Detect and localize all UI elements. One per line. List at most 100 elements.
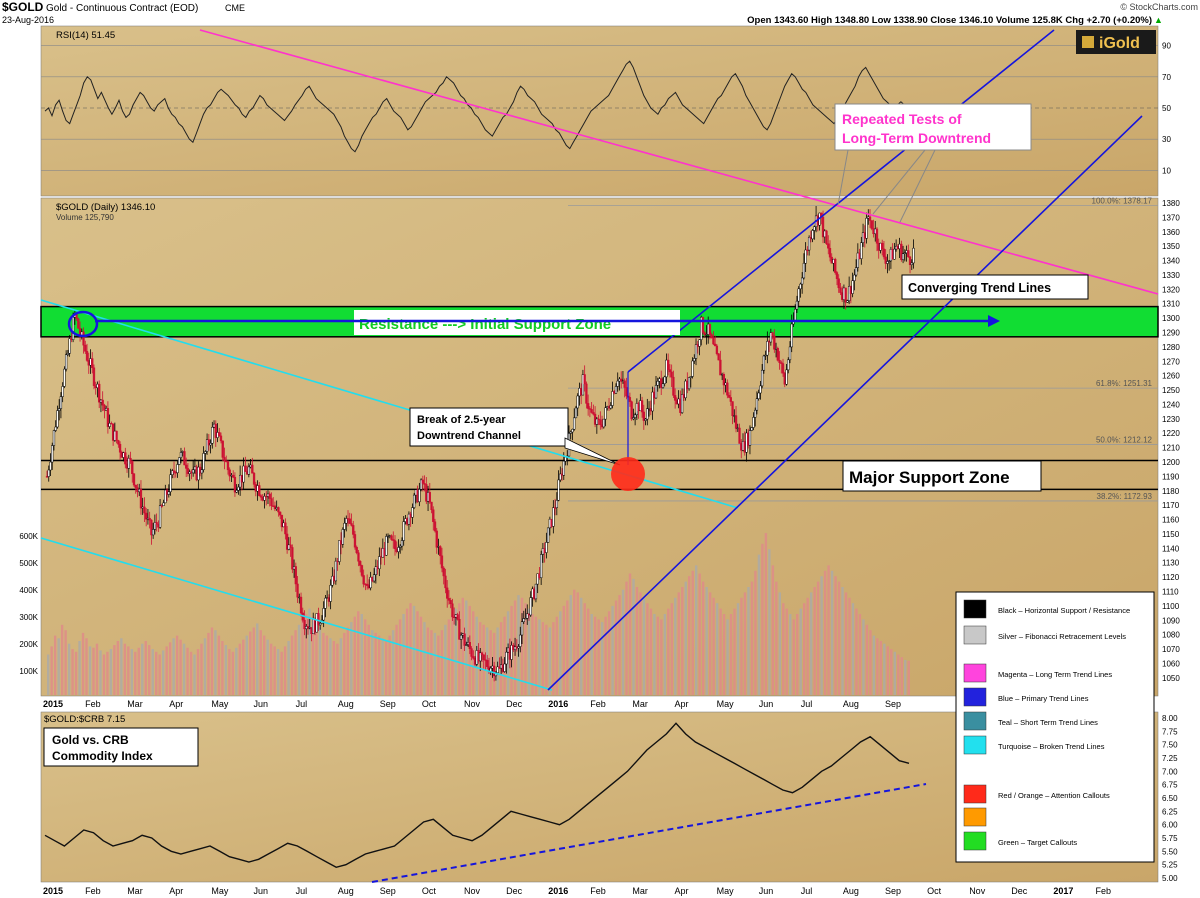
candle-body bbox=[59, 396, 63, 409]
candle-body bbox=[446, 587, 449, 599]
volume-bar bbox=[715, 603, 719, 695]
candle-body bbox=[247, 466, 250, 475]
candle-body bbox=[734, 415, 738, 429]
volume-bar bbox=[318, 627, 322, 695]
candle-body bbox=[625, 387, 628, 397]
volume-bar bbox=[405, 608, 409, 695]
volume-bar bbox=[287, 641, 290, 695]
candle-body bbox=[722, 374, 726, 386]
x-axis-bottom: 2015 Feb Mar Apr May Jun Jul Aug Sep Oct Nov Dec 201… bbox=[43, 886, 1111, 896]
candle-body bbox=[390, 535, 393, 540]
volume-bar bbox=[235, 647, 238, 695]
candle-body bbox=[870, 220, 873, 229]
volume-bar bbox=[883, 643, 886, 695]
candle-body bbox=[689, 376, 692, 378]
volume-bar bbox=[733, 608, 736, 695]
candle-body bbox=[456, 614, 459, 620]
candle-body bbox=[893, 248, 896, 260]
volume-bar bbox=[116, 641, 120, 695]
x-tick-top: May bbox=[717, 699, 735, 709]
candle-body bbox=[207, 439, 210, 446]
candle-body bbox=[158, 505, 162, 528]
volume-bar bbox=[465, 600, 468, 695]
volume-bar bbox=[496, 627, 499, 695]
volume-bar bbox=[371, 630, 374, 695]
x-tick-top: Apr bbox=[675, 699, 689, 709]
candle-body bbox=[623, 380, 626, 388]
volume-bar bbox=[830, 570, 834, 695]
candle-body bbox=[534, 583, 538, 600]
candle-body bbox=[51, 445, 54, 463]
candle-body bbox=[440, 555, 444, 569]
candle-body bbox=[428, 492, 431, 503]
candle-body bbox=[846, 300, 849, 303]
volume-label: Volume 125,790 bbox=[56, 213, 114, 222]
volume-bar bbox=[53, 635, 57, 695]
candle-body bbox=[851, 280, 854, 294]
change-arrow-icon: ▲ bbox=[1154, 15, 1163, 25]
volume-bar bbox=[538, 619, 541, 695]
legend-swatch bbox=[963, 663, 987, 683]
volume-bar bbox=[803, 603, 806, 695]
volume-bar bbox=[674, 597, 677, 695]
volume-bar bbox=[621, 589, 625, 695]
volume-bar bbox=[245, 635, 248, 695]
volume-bar bbox=[64, 630, 67, 695]
candle-body bbox=[338, 540, 341, 562]
x-tick-top: Feb bbox=[590, 699, 606, 709]
candle-body bbox=[366, 583, 369, 586]
candle-body bbox=[296, 583, 299, 598]
candle-body bbox=[557, 479, 560, 501]
candle-body bbox=[277, 507, 280, 513]
candle-body bbox=[178, 457, 181, 465]
candle-body bbox=[294, 566, 297, 585]
volume-bar bbox=[67, 643, 71, 695]
candle-body bbox=[519, 634, 522, 647]
candle-body bbox=[714, 343, 717, 347]
symbol-title: $GOLD bbox=[2, 0, 44, 14]
candle-body bbox=[630, 401, 633, 420]
x-tick-bottom: Feb bbox=[1096, 886, 1112, 896]
volume-bar bbox=[451, 614, 454, 695]
x-tick-bottom: Aug bbox=[338, 886, 354, 896]
volume-bar bbox=[85, 638, 88, 695]
volume-bar bbox=[217, 635, 221, 695]
candle-body bbox=[284, 522, 287, 535]
candle-body bbox=[124, 452, 127, 465]
legend-swatch bbox=[963, 687, 987, 707]
volume-bar bbox=[590, 614, 593, 695]
candle-body bbox=[795, 300, 799, 310]
volume-bar bbox=[747, 587, 750, 695]
volume-bar bbox=[357, 611, 360, 695]
volume-bar bbox=[207, 632, 210, 695]
x-tick-bottom: Nov bbox=[969, 886, 986, 896]
volume-bar bbox=[343, 632, 346, 695]
rsi-level-tick: 10 bbox=[1162, 166, 1171, 175]
x-tick-top: Jun bbox=[254, 699, 269, 709]
resistance-callout: Resistance ---> Initial Support Zone bbox=[359, 316, 611, 333]
x-axis-top: 2015 Feb Mar Apr May Jun Jul Aug Sep Oct Nov Dec 201… bbox=[43, 699, 901, 709]
candle-body bbox=[299, 596, 303, 614]
gold-crb-callout bbox=[43, 727, 199, 767]
volume-bar bbox=[123, 643, 127, 695]
candle-body bbox=[232, 474, 235, 478]
rsi-level-tick: 50 bbox=[1162, 104, 1171, 113]
candle-body bbox=[204, 451, 207, 454]
volume-bar bbox=[175, 635, 179, 695]
volume-bar bbox=[520, 597, 524, 695]
price-tick: 1220 bbox=[1162, 429, 1180, 438]
candle-body bbox=[574, 407, 578, 419]
candle-body bbox=[329, 584, 332, 602]
volume-bar bbox=[256, 623, 259, 695]
candle-body bbox=[764, 354, 767, 357]
candle-body bbox=[433, 521, 437, 532]
repeated-tests-box bbox=[834, 103, 1032, 151]
volume-bar bbox=[454, 608, 458, 695]
candle-body bbox=[479, 652, 482, 662]
x-tick-bottom: Feb bbox=[85, 886, 101, 896]
candle-body bbox=[633, 414, 637, 418]
candle-body bbox=[908, 256, 912, 265]
volume-bar bbox=[851, 603, 855, 695]
volume-tick: 600K bbox=[19, 532, 38, 541]
candle-body bbox=[576, 395, 579, 409]
